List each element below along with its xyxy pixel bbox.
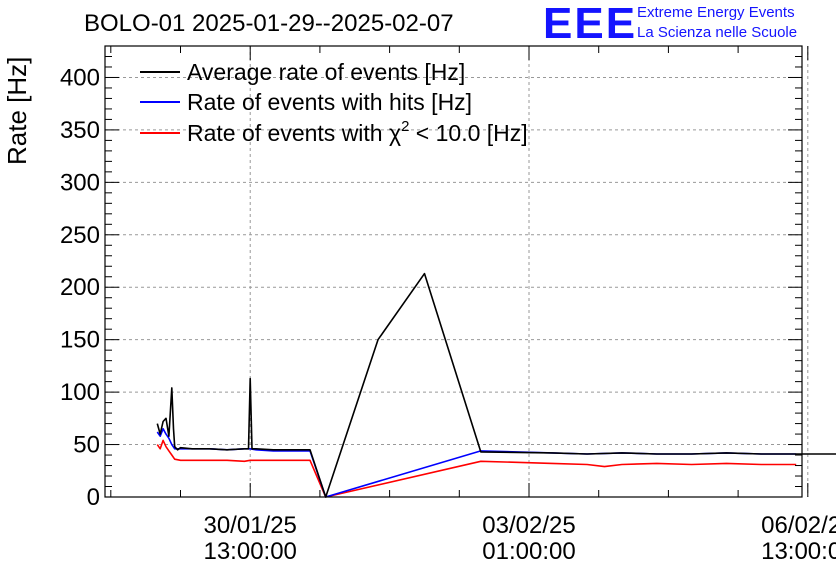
logo-caption: Extreme Energy Events La Scienza nelle S… <box>637 3 797 43</box>
legend-label-superscript: 2 <box>401 118 409 135</box>
legend-label-main: Rate of events with χ <box>187 120 401 146</box>
series-rate-with-hits-legend-label: Rate of events with hits [Hz] <box>187 89 472 115</box>
series-rate-chi2-legend-label: Rate of events with χ2 < 10.0 [Hz] <box>187 118 528 146</box>
axes: 05010015020025030035040030/01/2513:00:00… <box>60 46 836 565</box>
y-axis-label: Rate [Hz] <box>2 56 32 165</box>
legend-label-tail: < 10.0 [Hz] <box>409 120 527 146</box>
y-tick-label: 300 <box>60 169 100 196</box>
x-tick-time-label: 13:00:00 <box>761 538 836 565</box>
y-tick-label: 350 <box>60 117 100 144</box>
series-average-rate-legend-label: Average rate of events [Hz] <box>187 59 465 85</box>
legend: Average rate of events [Hz] Rate of event… <box>140 59 528 146</box>
chart-title: BOLO-01 2025-01-29--2025-02-07 <box>84 10 454 37</box>
eee-logo: EEE <box>543 0 638 48</box>
x-tick-date-label: 03/02/25 <box>482 512 575 539</box>
x-tick-time-label: 13:00:00 <box>203 538 296 565</box>
plot-frame <box>104 45 803 498</box>
series-rate-chi2-line <box>156 439 797 498</box>
logo-caption-line2: La Scienza nelle Scuole <box>637 24 798 41</box>
y-tick-label: 400 <box>60 64 100 91</box>
y-tick-label: 150 <box>60 327 100 354</box>
x-tick-time-label: 01:00:00 <box>482 538 575 565</box>
grid <box>105 46 809 497</box>
legend-label-main: Average rate of events [Hz] <box>187 59 465 85</box>
y-tick-label: 50 <box>73 432 100 459</box>
x-tick-date-label: 30/01/25 <box>203 512 296 539</box>
y-tick-label: 250 <box>60 222 100 249</box>
y-tick-label: 100 <box>60 379 100 406</box>
series-average-rate-line <box>156 272 836 498</box>
y-tick-label: 200 <box>60 274 100 301</box>
y-tick-label: 0 <box>87 484 100 511</box>
legend-label-main: Rate of events with hits [Hz] <box>187 89 472 115</box>
logo-caption-line1: Extreme Energy Events <box>637 4 795 21</box>
series-layer <box>156 272 836 498</box>
x-tick-date-label: 06/02/25 <box>761 512 836 539</box>
